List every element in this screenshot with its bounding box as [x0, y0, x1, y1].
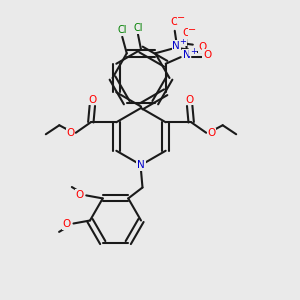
Text: Cl: Cl — [133, 23, 143, 33]
Text: N: N — [172, 41, 180, 51]
Text: O: O — [186, 95, 194, 105]
Text: O: O — [88, 95, 96, 105]
Text: Cl: Cl — [118, 25, 127, 35]
Text: O: O — [66, 128, 74, 138]
Text: O: O — [76, 190, 84, 200]
Text: −: − — [188, 25, 196, 35]
Text: O: O — [208, 128, 216, 138]
Text: O: O — [63, 219, 71, 230]
Text: −: − — [177, 13, 185, 23]
Text: +: + — [190, 46, 197, 56]
Text: O: O — [171, 17, 179, 27]
Text: O: O — [199, 42, 207, 52]
Text: N: N — [137, 160, 145, 170]
Text: +: + — [179, 37, 186, 46]
Text: N: N — [183, 50, 190, 60]
Text: O: O — [203, 50, 211, 60]
Text: O: O — [182, 28, 190, 38]
